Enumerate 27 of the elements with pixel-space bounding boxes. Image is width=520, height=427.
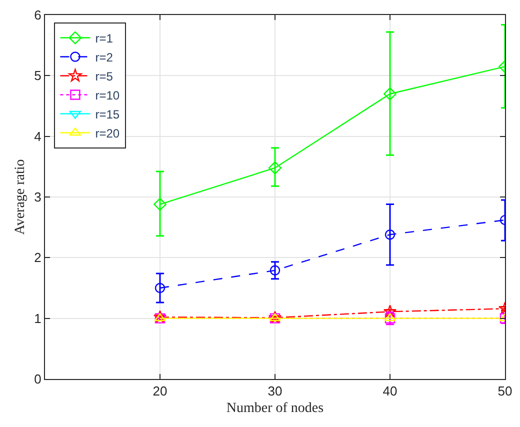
x-tick-label: 40 (382, 384, 398, 399)
legend-label: r=5 (95, 69, 114, 84)
y-tick-label: 4 (34, 128, 42, 144)
x-axis-title: Number of nodes (226, 400, 324, 416)
point (153, 310, 167, 323)
x-tick-label: 50 (498, 384, 512, 399)
y-tick-label: 3 (34, 190, 42, 205)
y-tick-label: 5 (34, 68, 42, 84)
y-axis-title: Average ratio (12, 159, 28, 235)
legend-label: r=2 (95, 50, 114, 64)
point (268, 161, 282, 174)
y-tick-label: 1 (34, 310, 42, 326)
point (154, 282, 166, 294)
x-tick-label: 30 (268, 384, 282, 399)
y-tick-label: 0 (34, 372, 42, 387)
legend-label: r=15 (95, 107, 120, 122)
y-tick-label: 6 (34, 8, 42, 23)
y-tick-label: 2 (34, 250, 42, 266)
point (270, 265, 280, 276)
point (383, 304, 397, 318)
point (154, 198, 166, 211)
x-tick-label: 20 (152, 384, 168, 399)
point (384, 87, 396, 100)
legend-label: r=20 (95, 126, 120, 140)
point (384, 230, 396, 240)
legend-label: r=1 (95, 31, 114, 46)
legend-label: r=10 (95, 88, 120, 102)
